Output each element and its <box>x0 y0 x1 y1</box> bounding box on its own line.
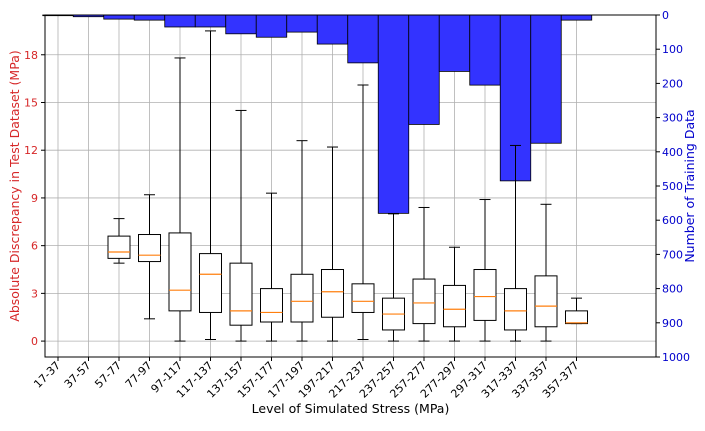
right-tick-label: 1000 <box>662 351 690 364</box>
training-count-bar <box>560 14 593 21</box>
left-y-axis: 0 3 6 9 12 15 18 <box>24 49 45 348</box>
iqr-box <box>473 269 497 321</box>
left-tick-label: 3 <box>31 287 38 300</box>
right-tick-label: 100 <box>662 43 683 56</box>
training-count-bar <box>530 14 562 144</box>
left-tick-label: 0 <box>31 335 38 348</box>
iqr-box <box>107 235 131 259</box>
iqr-box <box>351 283 375 313</box>
training-data-bars <box>42 14 593 214</box>
iqr-box <box>412 278 436 325</box>
iqr-box <box>199 253 222 313</box>
iqr-box <box>229 262 253 326</box>
training-count-bar <box>286 14 318 33</box>
left-y-axis-label: Absolute Discrepancy in Test Dataset (MP… <box>7 50 22 321</box>
iqr-box <box>321 269 344 318</box>
iqr-box <box>290 273 314 323</box>
training-count-bar <box>133 14 166 21</box>
right-tick-label: 200 <box>662 77 683 90</box>
training-count-bar <box>377 14 410 214</box>
training-count-bar <box>255 14 288 38</box>
left-tick-label: 15 <box>24 96 38 109</box>
right-tick-label: 800 <box>662 283 683 296</box>
training-count-bar <box>347 14 379 64</box>
right-tick-label: 300 <box>662 112 683 125</box>
right-y-axis-label: Number of Training Data <box>682 109 697 262</box>
iqr-box <box>565 310 588 325</box>
iqr-box <box>168 232 192 312</box>
left-tick-label: 6 <box>31 240 38 253</box>
right-tick-label: 700 <box>662 248 683 261</box>
training-count-bar <box>194 14 227 28</box>
right-y-axis: 0 100 200 300 400 500 600 700 800 900 1000 <box>656 9 690 364</box>
iqr-box <box>138 234 161 263</box>
right-tick-label: 0 <box>662 9 669 22</box>
training-count-bar <box>103 14 135 20</box>
training-count-bar <box>225 14 257 35</box>
iqr-box <box>534 275 558 328</box>
training-count-bar <box>316 14 349 45</box>
right-tick-label: 500 <box>662 180 683 193</box>
right-tick-label: 900 <box>662 317 683 330</box>
training-count-bar <box>469 14 501 86</box>
training-count-bar <box>438 14 471 72</box>
left-tick-label: 18 <box>24 49 38 62</box>
right-tick-label: 600 <box>662 214 683 227</box>
iqr-box <box>260 288 283 323</box>
iqr-box <box>443 284 466 328</box>
left-tick-label: 12 <box>24 144 38 157</box>
training-count-bar <box>408 14 440 125</box>
x-axis-label: Level of Simulated Stress (MPa) <box>252 401 450 416</box>
left-tick-label: 9 <box>31 192 38 205</box>
discrepancy-boxes <box>107 30 588 342</box>
iqr-box <box>504 288 527 331</box>
right-tick-label: 400 <box>662 146 683 159</box>
training-count-bar <box>164 14 196 28</box>
